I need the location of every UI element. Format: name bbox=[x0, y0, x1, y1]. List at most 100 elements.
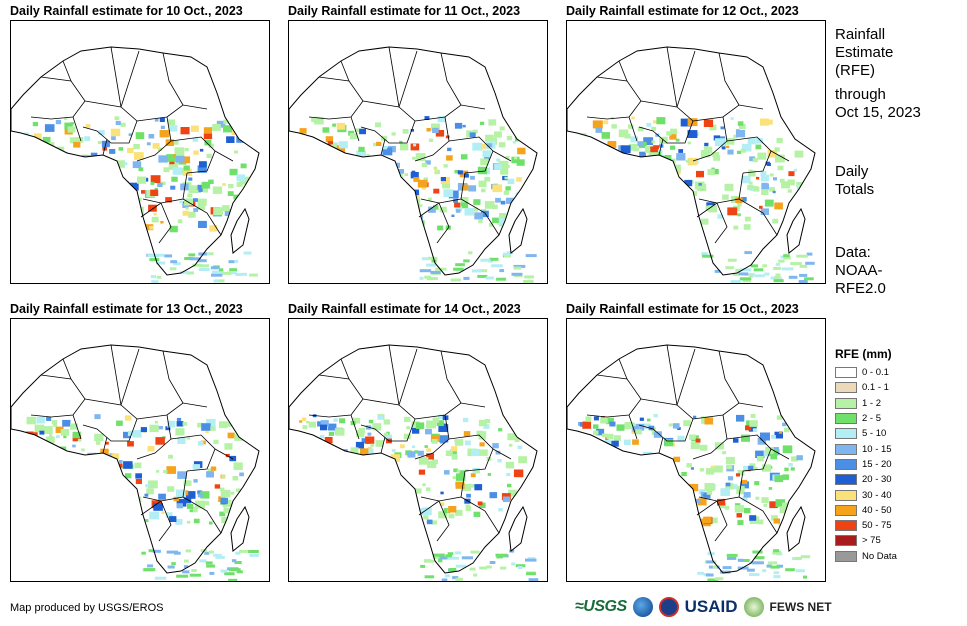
country-border bbox=[388, 344, 400, 406]
rain-cell bbox=[43, 461, 49, 466]
rain-cell bbox=[659, 518, 665, 523]
rain-cell bbox=[455, 209, 461, 213]
rain-cell bbox=[91, 221, 102, 230]
rain-cell bbox=[66, 222, 77, 231]
rain-cell bbox=[400, 511, 408, 518]
rain-cell bbox=[118, 147, 124, 151]
rain-cell bbox=[639, 417, 644, 421]
rain-cell bbox=[748, 274, 754, 278]
rain-cell bbox=[350, 447, 359, 454]
rain-cell bbox=[159, 130, 169, 138]
rain-cell bbox=[38, 147, 46, 154]
rain-cell bbox=[237, 125, 243, 130]
rain-cell bbox=[309, 495, 318, 502]
rain-cell bbox=[357, 177, 367, 185]
rain-cell bbox=[226, 136, 235, 143]
rain-cell bbox=[722, 194, 729, 200]
rain-cell bbox=[96, 505, 106, 513]
rain-cell bbox=[113, 500, 122, 508]
rain-cell bbox=[737, 203, 742, 207]
rain-cell bbox=[415, 153, 426, 161]
rain-cell bbox=[63, 189, 72, 196]
rain-cell bbox=[228, 260, 235, 264]
rain-cell bbox=[356, 150, 366, 159]
rain-cell bbox=[302, 206, 306, 209]
rain-cell bbox=[433, 166, 437, 170]
rain-cell bbox=[720, 488, 731, 496]
fews-globe-icon bbox=[743, 597, 764, 617]
rain-cell bbox=[223, 125, 232, 133]
rain-cell bbox=[514, 438, 520, 442]
rain-cell bbox=[220, 569, 228, 573]
rain-cell bbox=[359, 128, 366, 135]
rain-cell bbox=[740, 268, 752, 272]
legend-label: 10 - 15 bbox=[862, 443, 892, 455]
rain-cell bbox=[599, 449, 610, 458]
rain-cell bbox=[649, 206, 659, 215]
rain-cell bbox=[653, 120, 658, 124]
rain-cell bbox=[714, 138, 725, 147]
rain-cell bbox=[800, 555, 811, 559]
rain-cell bbox=[125, 484, 133, 491]
rain-cell bbox=[451, 446, 458, 452]
rain-cell bbox=[794, 202, 802, 209]
rain-cell bbox=[643, 137, 654, 146]
rain-cell bbox=[91, 456, 100, 462]
rain-cell bbox=[632, 478, 638, 482]
rain-cell bbox=[185, 480, 192, 486]
rain-cell bbox=[378, 164, 385, 170]
rain-cell bbox=[338, 168, 348, 176]
country-border bbox=[718, 350, 740, 404]
rain-cell bbox=[116, 482, 124, 488]
rain-cell bbox=[419, 276, 424, 280]
rain-cell bbox=[21, 209, 28, 215]
rain-cell bbox=[618, 129, 629, 138]
rain-cell bbox=[150, 275, 157, 279]
rain-cell bbox=[663, 459, 671, 466]
rain-cell bbox=[624, 506, 634, 514]
rain-cell bbox=[368, 512, 372, 515]
rain-cell bbox=[52, 188, 56, 192]
rain-cell bbox=[111, 198, 115, 202]
rain-cell bbox=[593, 193, 599, 198]
rain-cell bbox=[199, 161, 207, 168]
usaid-logo: USAID bbox=[684, 597, 738, 616]
rain-cell bbox=[367, 448, 374, 454]
rain-cell bbox=[228, 184, 234, 189]
rain-cell bbox=[461, 556, 474, 560]
rain-cell bbox=[452, 576, 459, 580]
rain-cell bbox=[773, 571, 780, 575]
rain-cell bbox=[190, 506, 198, 513]
rain-cell bbox=[132, 430, 142, 438]
rain-cell bbox=[171, 176, 178, 182]
rain-cell bbox=[248, 550, 259, 553]
rain-cell bbox=[661, 186, 668, 191]
rain-cell bbox=[182, 422, 188, 426]
rain-cell bbox=[523, 280, 534, 283]
rain-cell bbox=[753, 186, 760, 192]
rain-cell bbox=[172, 154, 176, 157]
rain-cell bbox=[165, 197, 172, 203]
rain-cell bbox=[119, 460, 123, 463]
rain-cell bbox=[148, 204, 157, 212]
rain-cell bbox=[803, 575, 808, 579]
rain-cell bbox=[184, 257, 194, 260]
rain-cell bbox=[160, 125, 165, 129]
rain-cell bbox=[308, 523, 318, 531]
rain-cell bbox=[643, 485, 654, 493]
rain-cell bbox=[473, 511, 481, 517]
rain-cell bbox=[97, 141, 102, 145]
rain-cell bbox=[690, 467, 694, 470]
rain-cell bbox=[200, 491, 210, 499]
rain-cell bbox=[224, 209, 234, 217]
rain-cell bbox=[506, 472, 511, 477]
rain-cell bbox=[503, 254, 511, 258]
rain-cell bbox=[470, 484, 475, 488]
country-border bbox=[140, 202, 162, 218]
rain-cell bbox=[430, 270, 441, 274]
rain-cell bbox=[313, 155, 322, 161]
rain-cell bbox=[299, 128, 307, 134]
rain-cell bbox=[715, 577, 724, 581]
rain-cell bbox=[462, 417, 469, 423]
rain-cell bbox=[32, 122, 38, 127]
